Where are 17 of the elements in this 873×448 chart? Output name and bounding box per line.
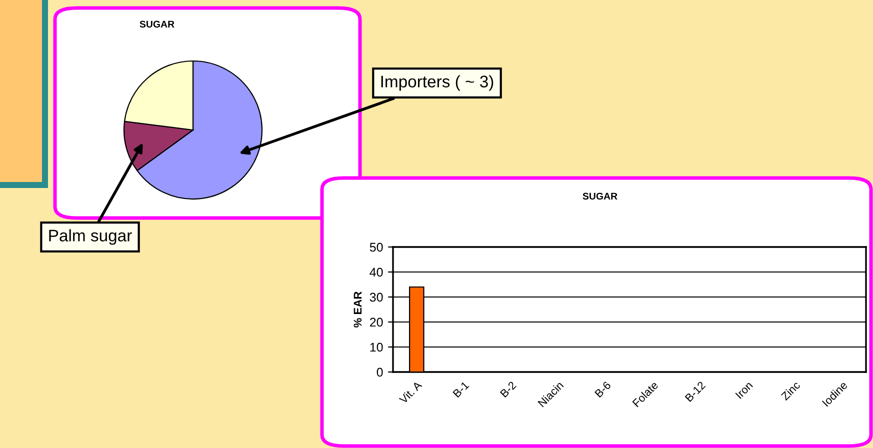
x-tick-label: B-2: [500, 380, 517, 398]
slice-label: Importers ( ~ 3): [381, 75, 494, 91]
y-tick-label: 30: [370, 292, 383, 302]
y-tick-label: 20: [370, 318, 383, 327]
y-tick-label: 50: [370, 242, 383, 252]
chart-title: SUGAR: [582, 192, 618, 200]
x-tick-label: B-6: [594, 380, 612, 398]
chart-title: SUGAR: [140, 20, 174, 28]
y-tick-label: 0: [376, 368, 383, 377]
x-tick-label: Iron: [735, 381, 754, 399]
x-tick-label: Zinc: [780, 380, 801, 401]
y-tick-label: 10: [370, 342, 383, 352]
x-tick-label: B-1: [452, 381, 470, 398]
y-tick-label: 40: [370, 268, 383, 277]
y-axis-title: % EAR: [354, 292, 362, 328]
slice-label: Palm sugar: [49, 229, 132, 245]
x-tick-label: Vit. A: [398, 380, 422, 404]
